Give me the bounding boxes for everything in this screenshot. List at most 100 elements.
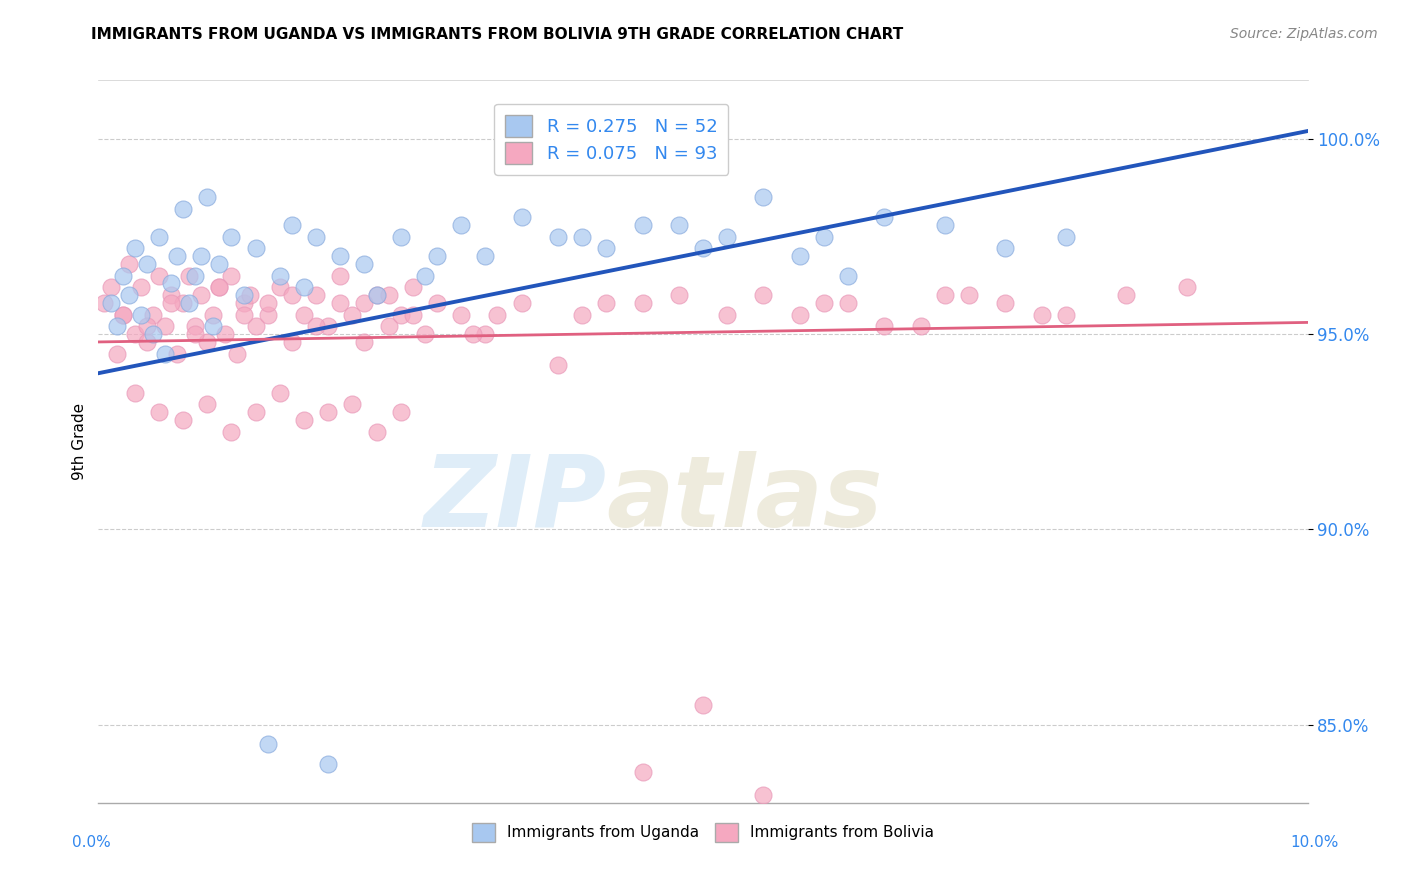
Point: [413, 268, 436, 283]
Point: [221, 229, 243, 244]
Point: [256, 308, 278, 322]
Point: [93, 296, 115, 310]
Point: [329, 296, 352, 310]
Point: [232, 308, 254, 322]
Text: Source: ZipAtlas.com: Source: ZipAtlas.com: [1230, 27, 1378, 41]
Point: [160, 277, 183, 291]
Point: [329, 249, 352, 263]
Text: IMMIGRANTS FROM UGANDA VS IMMIGRANTS FROM BOLIVIA 9TH GRADE CORRELATION CHART: IMMIGRANTS FROM UGANDA VS IMMIGRANTS FRO…: [91, 27, 904, 42]
Point: [190, 288, 212, 302]
Point: [426, 296, 449, 310]
Point: [239, 288, 262, 302]
Point: [692, 241, 714, 255]
Point: [160, 288, 183, 302]
Point: [245, 405, 267, 419]
Point: [232, 288, 254, 302]
Point: [184, 268, 207, 283]
Point: [292, 413, 315, 427]
Point: [402, 280, 425, 294]
Point: [510, 210, 533, 224]
Point: [486, 308, 509, 322]
Point: [353, 296, 375, 310]
Point: [631, 764, 654, 779]
Point: [281, 334, 304, 349]
Point: [413, 327, 436, 342]
Point: [148, 405, 170, 419]
Point: [202, 308, 225, 322]
Point: [153, 319, 176, 334]
Point: [813, 229, 835, 244]
Point: [153, 346, 176, 360]
Point: [813, 296, 835, 310]
Point: [366, 288, 388, 302]
Point: [172, 202, 194, 216]
Point: [377, 288, 399, 302]
Point: [256, 737, 278, 751]
Point: [316, 756, 339, 771]
Point: [474, 249, 496, 263]
Point: [353, 257, 375, 271]
Point: [305, 288, 328, 302]
Point: [118, 288, 141, 302]
Point: [474, 327, 496, 342]
Point: [571, 308, 593, 322]
Point: [316, 405, 339, 419]
Point: [292, 280, 315, 294]
Point: [1054, 229, 1077, 244]
Point: [172, 413, 194, 427]
Point: [957, 288, 980, 302]
Point: [426, 249, 449, 263]
Point: [1175, 280, 1198, 294]
Point: [135, 334, 157, 349]
Point: [269, 280, 291, 294]
Point: [631, 296, 654, 310]
Point: [111, 308, 134, 322]
Point: [752, 190, 775, 204]
Point: [994, 241, 1017, 255]
Point: [934, 218, 956, 232]
Point: [450, 218, 472, 232]
Point: [195, 334, 218, 349]
Point: [142, 327, 165, 342]
Point: [100, 280, 122, 294]
Point: [190, 249, 212, 263]
Point: [873, 319, 896, 334]
Point: [221, 425, 243, 439]
Point: [148, 268, 170, 283]
Point: [184, 327, 207, 342]
Point: [668, 218, 690, 232]
Point: [135, 257, 157, 271]
Point: [166, 249, 188, 263]
Point: [934, 288, 956, 302]
Point: [281, 288, 304, 302]
Point: [1115, 288, 1137, 302]
Point: [595, 296, 617, 310]
Point: [195, 190, 218, 204]
Point: [148, 229, 170, 244]
Point: [214, 327, 236, 342]
Point: [124, 241, 146, 255]
Point: [402, 308, 425, 322]
Point: [510, 296, 533, 310]
Text: 10.0%: 10.0%: [1291, 836, 1339, 850]
Point: [124, 327, 146, 342]
Point: [366, 288, 388, 302]
Point: [366, 425, 388, 439]
Point: [873, 210, 896, 224]
Point: [837, 296, 859, 310]
Point: [245, 319, 267, 334]
Point: [105, 346, 128, 360]
Legend: Immigrants from Uganda, Immigrants from Bolivia: Immigrants from Uganda, Immigrants from …: [464, 815, 942, 849]
Point: [342, 397, 364, 411]
Point: [179, 268, 201, 283]
Point: [716, 229, 738, 244]
Point: [111, 268, 134, 283]
Point: [172, 296, 194, 310]
Point: [716, 308, 738, 322]
Point: [316, 319, 339, 334]
Point: [111, 308, 134, 322]
Point: [389, 308, 412, 322]
Point: [195, 397, 218, 411]
Point: [668, 288, 690, 302]
Point: [837, 268, 859, 283]
